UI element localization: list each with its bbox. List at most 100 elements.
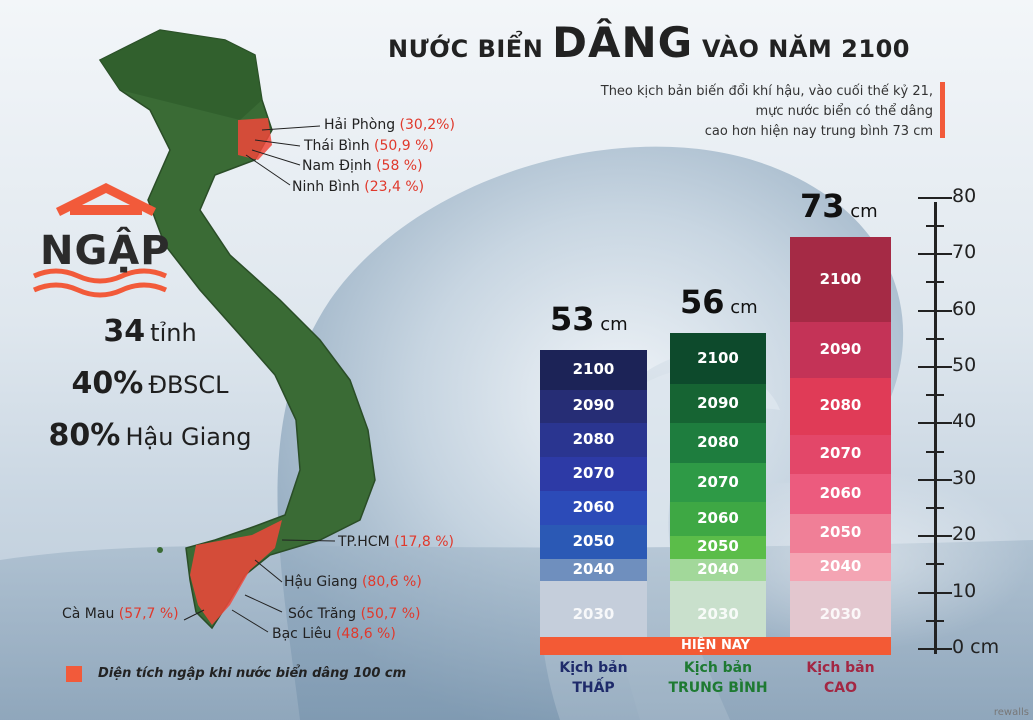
- stat-hau-giang: 80% Hậu Giang: [0, 418, 300, 453]
- stat-label: ĐBSCL: [148, 371, 229, 399]
- bar-segment-label: 2030: [572, 605, 615, 624]
- y-tick-label: 80: [952, 184, 977, 207]
- province-label-hau-giang: Hậu Giang (80,6 %): [284, 574, 422, 590]
- bar-segment-label: 2100: [819, 269, 862, 288]
- y-minor-tick: [926, 563, 944, 566]
- stat-value: 34: [103, 314, 146, 349]
- province-name: Ninh Bình: [292, 179, 360, 195]
- bar-medium: 2030 2040 2050 2060 2070 2080 2090 2100: [670, 0, 766, 720]
- stat-mekong-delta: 40% ĐBSCL: [0, 366, 300, 401]
- bar-total-label: 56 cm: [680, 283, 758, 321]
- bar-total-value: 56: [680, 283, 725, 322]
- bar-segment: 2090: [670, 383, 766, 424]
- y-minor-tick: [926, 281, 944, 284]
- y-tick-label: 70: [952, 241, 977, 264]
- watermark: rewalls: [993, 707, 1029, 718]
- y-tick-label: 30: [952, 466, 977, 489]
- scenario-line-2: TRUNG BÌNH: [668, 680, 768, 696]
- province-name: Hải Phòng: [324, 117, 396, 133]
- scenario-line-1: Kịch bản: [806, 660, 875, 676]
- bar-segment-label: 2080: [819, 396, 862, 415]
- bar-segment-label: 2040: [572, 560, 615, 579]
- province-pct: (58 %): [376, 158, 423, 174]
- province-pct: (80,6 %): [361, 574, 422, 590]
- scenario-label-medium: Kịch bản TRUNG BÌNH: [658, 658, 778, 698]
- province-label-bac-lieu: Bạc Liêu (48,6 %): [272, 626, 396, 642]
- bar-segment-label: 2070: [819, 444, 862, 463]
- y-tick-label: 10: [952, 579, 977, 602]
- bar-segment-label: 2040: [819, 557, 862, 576]
- province-label-soc-trang: Sóc Trăng (50,7 %): [288, 606, 421, 622]
- province-name: Thái Bình: [304, 138, 370, 154]
- bar-total-value: 73: [800, 187, 845, 226]
- stat-provinces: 34 tỉnh: [0, 314, 300, 349]
- bar-segment-label: 2100: [572, 359, 615, 378]
- bar-segment-label: 2030: [697, 605, 739, 624]
- bar-segment-label: 2070: [697, 472, 739, 491]
- bar-segment: 2050: [540, 524, 647, 559]
- bar-high: 2030 2040 2050 2060 2070 2080 2090 2100: [790, 0, 891, 720]
- province-pct: (50,9 %): [374, 138, 434, 154]
- y-tick: [918, 309, 952, 312]
- province-pct: (23,4 %): [364, 179, 425, 195]
- province-name: Hậu Giang: [284, 574, 358, 590]
- scenario-label-low: Kịch bản THẤP: [540, 658, 647, 698]
- bar-segment: 2040: [540, 558, 647, 582]
- province-pct: (57,7 %): [118, 606, 179, 622]
- y-tick: [918, 535, 952, 538]
- stat-value: 40%: [71, 366, 144, 401]
- bar-segment-label: 2070: [572, 464, 615, 483]
- province-pct: (30,2%): [399, 117, 455, 133]
- province-name: Bạc Liêu: [272, 626, 332, 642]
- bar-segment: 2040: [670, 558, 766, 582]
- y-tick: [918, 648, 952, 650]
- y-minor-tick: [926, 394, 944, 397]
- y-minor-tick: [926, 225, 944, 227]
- bar-segment-label: 2090: [697, 393, 739, 412]
- legend-text: Diện tích ngập khi nước biển dâng 100 cm: [98, 666, 407, 681]
- bar-segment: 2090: [540, 389, 647, 424]
- bar-segment-label: 2090: [572, 396, 615, 415]
- stat-label: tỉnh: [150, 319, 197, 347]
- bar-segment-label: 2080: [697, 433, 739, 452]
- bar-segment: 2080: [670, 423, 766, 463]
- bar-segment-label: 2060: [697, 509, 739, 528]
- bar-segment: 2040: [790, 553, 891, 582]
- province-name: Sóc Trăng: [288, 606, 357, 622]
- bar-segment-label: 2100: [697, 348, 739, 367]
- bar-segment-label: 2050: [819, 523, 862, 542]
- baseline-band: [540, 637, 891, 655]
- province-pct: (50,7 %): [360, 606, 421, 622]
- bar-low: 2030 2040 2050 2060 2070 2080 2090 2100: [540, 0, 647, 720]
- y-tick-label: 0 cm: [952, 636, 1000, 658]
- chart-title: NƯỚC BIỂN DÂNG VÀO NĂM 2100: [388, 18, 910, 67]
- y-tick: [918, 591, 952, 594]
- bar-segment-label: 2080: [572, 430, 615, 449]
- flood-heading: NGẬP: [40, 228, 171, 274]
- province-label-ninh-binh: Ninh Bình (23,4 %): [292, 179, 424, 195]
- province-pct: (48,6 %): [335, 626, 396, 642]
- bar-segment: 2080: [540, 423, 647, 458]
- bar-segment: 2050: [790, 513, 891, 554]
- y-minor-tick: [926, 450, 944, 453]
- chart-subtitle: Theo kịch bản biến đổi khí hậu, vào cuối…: [601, 82, 933, 142]
- y-axis-line: [934, 202, 937, 654]
- bar-segment-label: 2050: [572, 531, 615, 550]
- bar-segment: 2070: [790, 434, 891, 475]
- province-name: Nam Định: [302, 158, 372, 174]
- bar-segment-label: 2030: [819, 605, 862, 624]
- y-tick: [918, 422, 952, 425]
- bar-total-value: 53: [550, 300, 595, 339]
- bar-segment: 2100: [790, 237, 891, 322]
- bar-segment-label: 2050: [697, 537, 739, 556]
- bar-total-label: 73 cm: [800, 187, 878, 225]
- bar-segment: 2060: [670, 502, 766, 537]
- title-part-1: NƯỚC BIỂN: [388, 35, 553, 63]
- bar-segment: 2060: [540, 491, 647, 525]
- bar-segment-label: 2090: [819, 340, 862, 359]
- bar-segment: 2100: [540, 350, 647, 390]
- y-tick: [918, 196, 952, 199]
- flood-house-icon: [32, 182, 168, 298]
- scenario-label-high: Kịch bản CAO: [790, 658, 891, 698]
